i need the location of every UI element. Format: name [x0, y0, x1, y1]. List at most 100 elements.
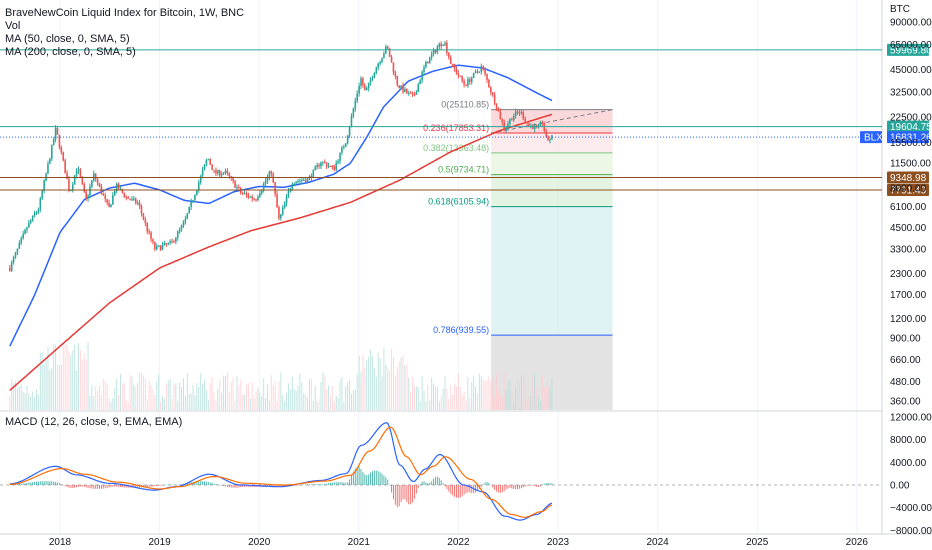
- volume-bar: [513, 401, 515, 410]
- candle-body: [8, 267, 11, 271]
- macd-histogram-bar: [541, 484, 543, 486]
- volume-bar: [417, 387, 419, 410]
- macd-histogram-bar: [490, 484, 492, 486]
- candle-body: [196, 190, 198, 196]
- volume-bar: [272, 385, 274, 410]
- volume-bar: [536, 386, 538, 410]
- volume-bar: [400, 358, 402, 410]
- volume-bar: [177, 400, 179, 410]
- volume-bar: [385, 364, 387, 410]
- price-tick-label: 11500.00: [890, 159, 931, 170]
- volume-bar: [217, 389, 219, 410]
- currency-label: BTC: [890, 4, 910, 15]
- hline-tag-7791.49: [887, 183, 929, 196]
- volume-bar: [331, 385, 333, 410]
- volume-bar: [402, 355, 404, 410]
- volume-bar: [274, 381, 276, 410]
- candle-body: [421, 71, 423, 81]
- candle-body: [197, 182, 200, 191]
- macd-histogram-bar: [45, 481, 47, 485]
- volume-bar: [457, 373, 459, 410]
- macd-histogram-bar: [396, 485, 398, 508]
- macd-histogram-bar: [28, 482, 30, 485]
- volume-bar: [326, 389, 328, 410]
- candle-body: [58, 134, 61, 148]
- candle-body: [215, 170, 217, 174]
- ma200-line: [9, 113, 553, 391]
- macd-histogram-bar: [30, 482, 32, 485]
- macd-histogram-bar: [152, 485, 154, 487]
- macd-histogram-bar: [47, 481, 49, 485]
- macd-histogram-bar: [83, 485, 85, 487]
- volume-bar: [244, 394, 246, 410]
- macd-histogram-bar: [404, 485, 406, 500]
- fib-level-0.618-label: 0.618(6105.94): [428, 197, 489, 207]
- volume-bar: [496, 372, 498, 410]
- volume-bar: [68, 351, 70, 410]
- macd-histogram-bar: [123, 485, 125, 488]
- volume-bar: [142, 375, 144, 410]
- candle-body: [96, 179, 99, 184]
- volume-bar: [112, 397, 114, 410]
- candle-body: [323, 161, 326, 163]
- macd-histogram-bar: [358, 466, 360, 485]
- volume-bar: [350, 393, 352, 410]
- candle-body: [83, 184, 86, 192]
- macd-histogram-bar: [343, 482, 345, 485]
- volume-bar: [490, 380, 492, 410]
- volume-bar: [492, 377, 494, 410]
- fib-zone-0.236-0.382: [491, 133, 613, 153]
- volume-bar: [381, 375, 383, 410]
- macd-histogram-bar: [461, 485, 463, 497]
- candle-body: [220, 174, 223, 176]
- chart-background: [0, 0, 932, 535]
- candle-body: [306, 177, 309, 182]
- volume-bar: [76, 370, 78, 410]
- candle-body: [327, 166, 330, 168]
- macd-histogram-bar: [161, 485, 163, 486]
- candle-body: [259, 193, 261, 197]
- volume-bar: [431, 377, 433, 410]
- fibonacci-retracement[interactable]: 0(25110.85) 0.236(17853.31) 0.382(13363.48…: [423, 100, 613, 410]
- volume-bar: [509, 380, 511, 410]
- volume-bar: [116, 378, 118, 410]
- candle-body: [113, 191, 116, 196]
- macd-histogram-bar: [524, 485, 526, 487]
- macd-histogram-bar: [518, 485, 520, 489]
- volume-bar: [446, 388, 448, 410]
- macd-histogram-bar: [272, 485, 274, 487]
- volume-bar: [545, 387, 547, 410]
- volume-bar: [452, 394, 454, 410]
- macd-histogram-bar: [455, 485, 457, 498]
- candle-body: [413, 94, 416, 96]
- volume-bar: [494, 396, 496, 410]
- candle-body: [236, 187, 238, 189]
- macd-histogram-bar: [392, 485, 394, 500]
- price-tick-label: 2300.00: [890, 269, 927, 280]
- macd-histogram-bar: [245, 485, 247, 487]
- current-price-tag: [887, 131, 929, 144]
- volume-bar: [530, 395, 532, 410]
- fib-level-0.236-label: 0.236(17853.31): [423, 123, 489, 133]
- volume-bar: [287, 383, 289, 410]
- macd-histogram-bar: [165, 484, 167, 486]
- candle-body: [22, 233, 24, 239]
- volume-bar: [202, 383, 204, 410]
- candle-body: [35, 212, 38, 214]
- volume-bar: [89, 396, 91, 410]
- volume-bar: [377, 352, 379, 410]
- macd-histogram-bar: [547, 483, 549, 485]
- volume-bar: [312, 400, 314, 410]
- macd-histogram-bar: [97, 485, 99, 489]
- macd-histogram-bar: [509, 485, 511, 489]
- candle-body: [43, 180, 45, 191]
- price-tick-label: 1200.00: [890, 314, 927, 325]
- macd-histogram-bar: [307, 484, 309, 485]
- volume-bar: [280, 372, 282, 410]
- volume-bar: [58, 365, 60, 410]
- candle-body: [85, 191, 87, 199]
- price-tick-label: 6100.00: [890, 202, 927, 213]
- candle-body: [461, 76, 463, 81]
